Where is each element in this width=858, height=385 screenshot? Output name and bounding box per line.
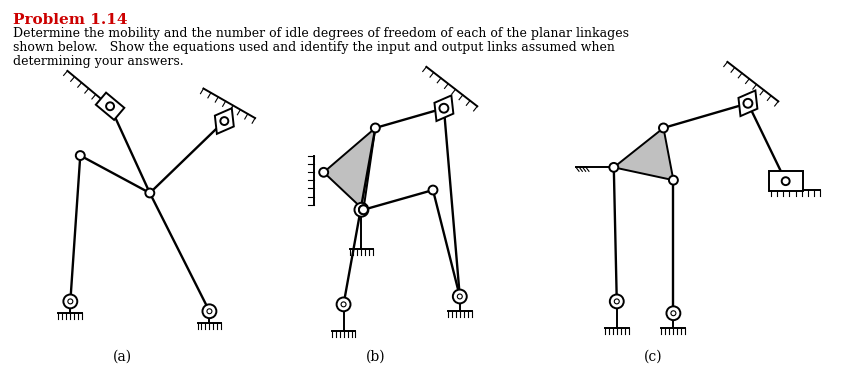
Circle shape [782, 177, 789, 185]
Text: (a): (a) [112, 350, 131, 363]
Circle shape [341, 302, 346, 307]
Circle shape [145, 189, 154, 198]
Circle shape [614, 299, 619, 304]
Circle shape [202, 305, 216, 318]
Polygon shape [769, 171, 802, 191]
Text: Problem 1.14: Problem 1.14 [13, 13, 127, 27]
Circle shape [671, 311, 676, 316]
Text: Determine the mobility and the number of idle degrees of freedom of each of the : Determine the mobility and the number of… [13, 27, 629, 40]
Circle shape [453, 290, 467, 303]
Text: shown below.   Show the equations used and identify the input and output links a: shown below. Show the equations used and… [13, 41, 614, 54]
Polygon shape [323, 128, 375, 210]
Circle shape [354, 203, 368, 217]
Polygon shape [613, 128, 674, 180]
Polygon shape [739, 90, 758, 116]
Text: (b): (b) [366, 350, 385, 363]
Circle shape [207, 309, 212, 314]
Polygon shape [434, 95, 453, 121]
Circle shape [63, 295, 77, 308]
Circle shape [371, 124, 380, 132]
Circle shape [669, 176, 678, 185]
Circle shape [439, 104, 449, 113]
Circle shape [221, 117, 228, 125]
Text: determining your answers.: determining your answers. [13, 55, 184, 68]
Polygon shape [96, 93, 124, 120]
Circle shape [106, 102, 114, 110]
Circle shape [319, 168, 328, 177]
Text: (c): (c) [644, 350, 663, 363]
Circle shape [659, 124, 668, 132]
Circle shape [359, 207, 364, 212]
Circle shape [76, 151, 85, 160]
Circle shape [609, 163, 619, 172]
Circle shape [667, 306, 680, 320]
Polygon shape [214, 108, 233, 134]
Circle shape [359, 205, 368, 214]
Circle shape [457, 294, 462, 299]
Circle shape [336, 298, 351, 311]
Circle shape [610, 295, 624, 308]
Circle shape [359, 205, 368, 214]
Circle shape [428, 186, 438, 194]
Circle shape [68, 299, 73, 304]
Circle shape [743, 99, 752, 108]
